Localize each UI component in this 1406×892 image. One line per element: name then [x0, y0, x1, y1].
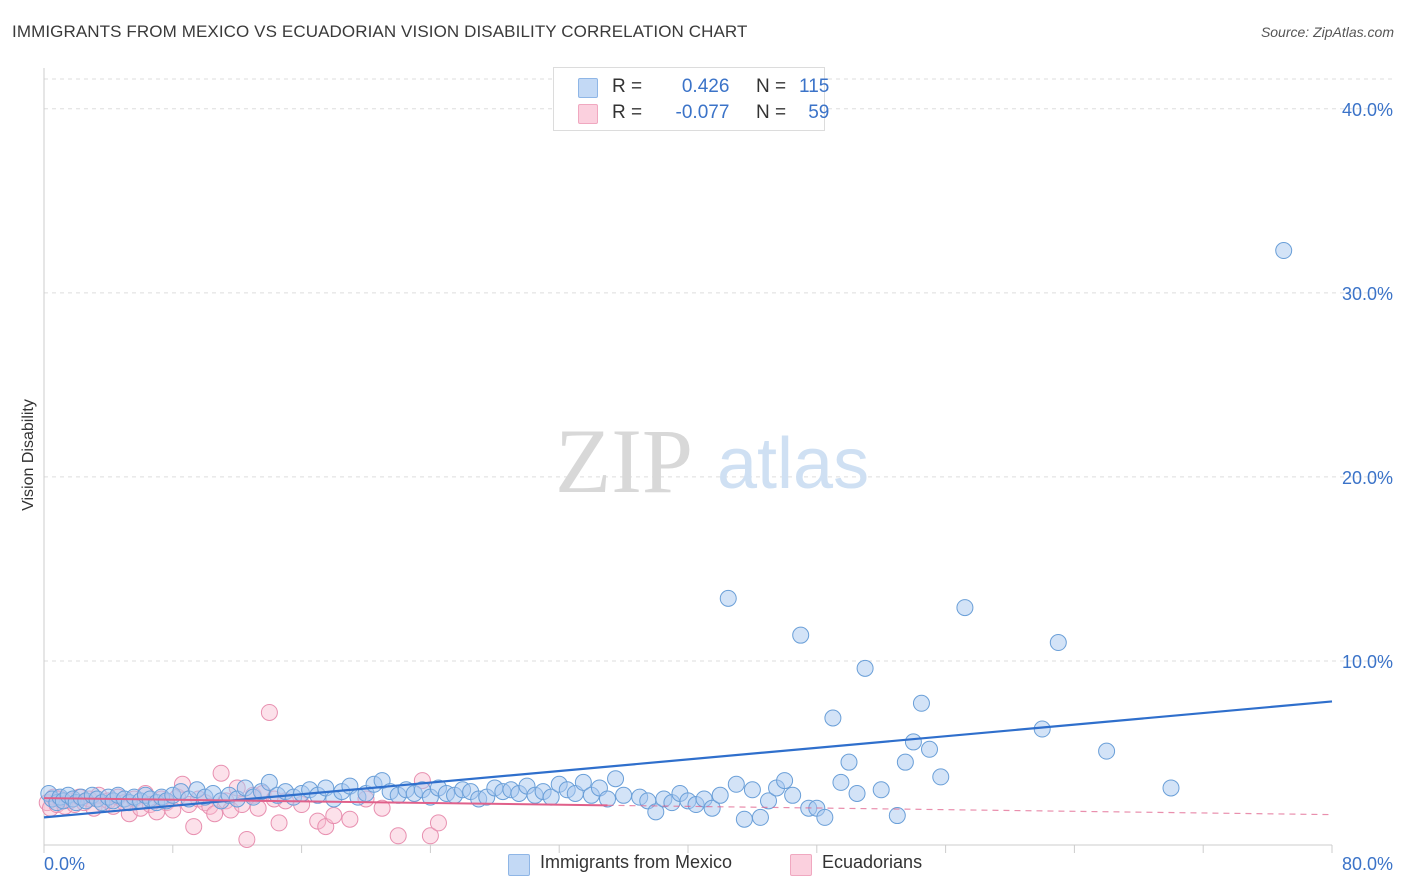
- mexico-point: [816, 808, 834, 826]
- mexico-point: [615, 786, 633, 804]
- mexico-point: [824, 709, 842, 727]
- y-tick-label: 20.0%: [1342, 468, 1393, 488]
- mexico-point: [848, 784, 866, 802]
- ecuadorians-point: [212, 764, 230, 782]
- ecuadorians-point: [260, 703, 278, 721]
- tick-labels: 10.0% 20.0% 30.0% 40.0% 0.0% 80.0%: [44, 100, 1393, 874]
- x-tick-label-min: 0.0%: [44, 854, 85, 874]
- ecuadorians-point: [238, 830, 256, 848]
- mexico-point: [599, 790, 616, 808]
- ecuadorians-point: [421, 827, 439, 845]
- y-axis-label: Vision Disability: [20, 399, 37, 511]
- ecuadorians-point: [270, 814, 288, 832]
- legend-swatch-blue: [578, 78, 598, 98]
- legend-n-value: 59: [808, 102, 830, 123]
- mexico-point: [607, 770, 625, 788]
- mexico-points: [40, 242, 1293, 828]
- mexico-point: [921, 740, 938, 758]
- legend-n-label: N =: [755, 76, 787, 97]
- mexico-point: [703, 799, 721, 817]
- mexico-point: [912, 694, 930, 712]
- mexico-point: [832, 773, 850, 791]
- legend-r-value: -0.077: [675, 102, 730, 123]
- mexico-point: [743, 781, 761, 799]
- chart-title: IMMIGRANTS FROM MEXICO VS ECUADORIAN VIS…: [12, 22, 748, 41]
- correlation-legend: R = 0.426 N = 115 R = -0.077 N = 59: [553, 67, 829, 131]
- mexico-point: [735, 810, 753, 828]
- legend-label-mexico: Immigrants from Mexico: [540, 852, 733, 872]
- chart-source: Source: ZipAtlas.com: [1260, 24, 1394, 40]
- y-tick-label: 30.0%: [1342, 284, 1393, 304]
- mexico-point: [719, 589, 737, 607]
- ecuadorians-point: [373, 799, 391, 817]
- mexico-point: [776, 772, 794, 790]
- ecuadorians-point: [185, 818, 203, 836]
- watermark-atlas: atlas: [717, 424, 869, 504]
- mexico-point: [872, 781, 890, 799]
- mexico-point: [856, 659, 874, 677]
- legend-n-label: N =: [755, 102, 787, 123]
- series-legend: Immigrants from Mexico Ecuadorians: [0, 852, 1406, 878]
- mexico-point: [760, 792, 777, 810]
- legend-swatch-blue: [508, 854, 530, 876]
- legend-r-label: R =: [612, 76, 643, 97]
- legend-n-value: 115: [799, 76, 830, 97]
- watermark: ZIP atlas: [555, 410, 869, 512]
- legend-r-value: 0.426: [681, 76, 730, 97]
- mexico-point: [932, 768, 950, 786]
- y-tick-label: 10.0%: [1342, 652, 1393, 672]
- legend-swatch-pink: [790, 854, 812, 876]
- ecuadorians-point: [429, 814, 447, 832]
- grid-lines: [44, 78, 1395, 662]
- mexico-point: [840, 753, 858, 771]
- axes: [43, 68, 1333, 853]
- mexico-point: [956, 599, 974, 617]
- mexico-point: [1275, 242, 1293, 260]
- mexico-point: [792, 626, 810, 644]
- mexico-point: [784, 786, 802, 804]
- mexico-point: [751, 808, 769, 826]
- ecuadorians-trend-line: [43, 797, 608, 807]
- mexico-point: [260, 773, 278, 791]
- mexico-point: [896, 753, 914, 771]
- mexico-point: [888, 807, 906, 825]
- y-tick-label: 40.0%: [1342, 100, 1393, 120]
- ecuadorians-point: [389, 827, 407, 845]
- mexico-point: [711, 786, 729, 804]
- mexico-point: [574, 773, 592, 791]
- mexico-point: [1049, 634, 1067, 652]
- mexico-point: [1162, 779, 1180, 797]
- mexico-point: [727, 775, 745, 793]
- ecuadorians-point: [325, 807, 343, 825]
- mexico-point: [647, 803, 665, 821]
- legend-r-label: R =: [612, 102, 643, 123]
- watermark-zip: ZIP: [555, 410, 693, 512]
- trend-lines: [43, 700, 1333, 819]
- x-tick-label-max: 80.0%: [1342, 854, 1393, 874]
- mexico-point: [1098, 742, 1116, 760]
- mexico-trend-line: [43, 700, 1333, 819]
- legend-swatch-pink: [578, 104, 598, 124]
- ecuadorians-point: [341, 810, 359, 828]
- legend-label-ecuadorians: Ecuadorians: [822, 852, 923, 872]
- mexico-point: [904, 733, 922, 751]
